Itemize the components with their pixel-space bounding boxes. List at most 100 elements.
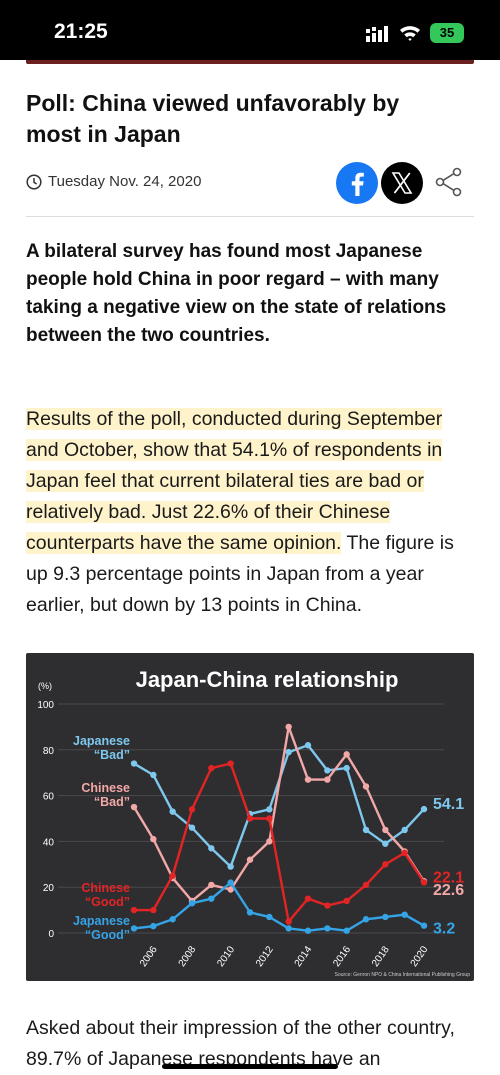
battery-level: 35 — [439, 25, 455, 40]
x-tick-label: 2014 — [293, 944, 315, 969]
data-point — [382, 913, 389, 921]
series-label: Chinese — [81, 781, 130, 795]
data-point — [304, 776, 312, 783]
data-point — [227, 886, 234, 893]
series-line — [134, 762, 426, 923]
series-line — [133, 744, 425, 868]
x-tick-label: 2010 — [215, 944, 237, 969]
data-point — [169, 916, 176, 923]
data-point — [208, 881, 215, 889]
data-point — [246, 909, 254, 916]
data-point — [246, 815, 254, 822]
data-point — [150, 835, 157, 843]
x-tick-label: 2018 — [370, 944, 392, 969]
share-button[interactable] — [435, 167, 463, 197]
data-point — [169, 872, 176, 879]
data-point — [343, 764, 350, 772]
y-tick-label: 40 — [43, 837, 55, 848]
data-point — [382, 861, 389, 868]
series-label: “Bad” — [94, 748, 130, 762]
data-point — [362, 881, 370, 889]
x-tick-label: 2008 — [177, 944, 199, 969]
data-point — [227, 863, 234, 870]
wifi-icon — [400, 26, 420, 41]
battery-indicator: 35 — [430, 23, 464, 43]
y-tick-label: 100 — [37, 700, 54, 711]
status-bar: 21:25 35 — [0, 0, 500, 60]
facebook-share-button[interactable] — [336, 162, 378, 204]
y-tick-label: 60 — [43, 792, 55, 803]
series-label: Japanese — [73, 734, 130, 748]
chart-source: Source: Genron NPO & China International… — [335, 972, 471, 978]
x-share-button[interactable] — [381, 162, 423, 204]
line-chart: Japan-China relationship (%) 0 20 40 60 80 100 2… — [37, 667, 471, 978]
paragraph-text: The figure is up 9.3 percentage points i… — [26, 532, 454, 616]
data-point — [285, 748, 292, 756]
chart-title: Japan-China relationship — [136, 667, 399, 692]
data-point — [246, 856, 254, 863]
data-point — [208, 895, 215, 902]
data-point — [401, 826, 408, 834]
data-point — [382, 826, 389, 834]
data-point — [130, 906, 138, 914]
article-title: Poll: China viewed unfavorably by most i… — [26, 90, 400, 147]
publish-date: Tuesday Nov. 24, 2020 — [48, 173, 202, 190]
data-point — [208, 845, 215, 852]
series-line — [132, 725, 426, 903]
data-point — [208, 764, 215, 772]
data-point — [130, 760, 138, 767]
data-point — [266, 913, 273, 921]
data-point — [130, 925, 138, 932]
data-point — [324, 902, 331, 909]
series-label: Chinese — [81, 881, 130, 895]
facebook-icon — [351, 172, 364, 196]
data-point — [266, 806, 273, 813]
data-point — [382, 840, 389, 847]
data-point — [188, 806, 196, 813]
data-point — [420, 805, 428, 813]
data-point — [324, 776, 331, 783]
data-point — [362, 916, 370, 923]
data-point — [304, 742, 312, 749]
data-point — [227, 879, 234, 886]
data-point — [130, 803, 138, 811]
home-indicator — [162, 1064, 338, 1069]
data-point — [362, 783, 370, 790]
article-lead: A bilateral survey has found most Japane… — [26, 241, 447, 346]
end-value-label: 22.6 — [433, 882, 464, 899]
data-point — [188, 824, 196, 831]
series-line — [133, 881, 425, 932]
data-point — [420, 922, 428, 929]
data-point — [188, 900, 196, 907]
data-point — [401, 911, 408, 918]
article-paragraph-1: Results of the poll, conducted during Se… — [26, 404, 472, 621]
y-axis-unit: (%) — [38, 681, 52, 691]
end-value-label: 22.1 — [433, 869, 464, 886]
data-point — [266, 815, 273, 822]
y-tick-label: 20 — [43, 883, 55, 894]
series-label: “Bad” — [94, 795, 130, 809]
x-tick-label: 2012 — [254, 944, 276, 969]
data-point — [324, 925, 331, 932]
top-accent-rule — [26, 60, 474, 64]
data-point — [169, 808, 176, 815]
data-point — [343, 897, 350, 905]
x-tick-label: 2020 — [409, 944, 431, 969]
chart-figure: Japan-China relationship (%) 0 20 40 60 80 100 2… — [26, 653, 474, 981]
end-value-label: 54.1 — [433, 796, 464, 813]
data-point — [285, 918, 292, 925]
data-point — [420, 879, 428, 886]
data-point — [304, 895, 312, 902]
data-point — [285, 925, 292, 932]
data-point — [150, 906, 157, 914]
x-tick-label: 2016 — [331, 944, 353, 969]
series-label: “Good” — [85, 895, 130, 909]
y-tick-label: 0 — [48, 929, 54, 940]
data-point — [362, 826, 370, 834]
cellular-signal-icon — [366, 26, 388, 42]
dateline: Tuesday Nov. 24, 2020 — [26, 173, 201, 190]
series-label: “Good” — [85, 928, 130, 942]
data-point — [401, 849, 408, 857]
share-icon — [435, 167, 462, 197]
clock-icon — [26, 173, 42, 190]
